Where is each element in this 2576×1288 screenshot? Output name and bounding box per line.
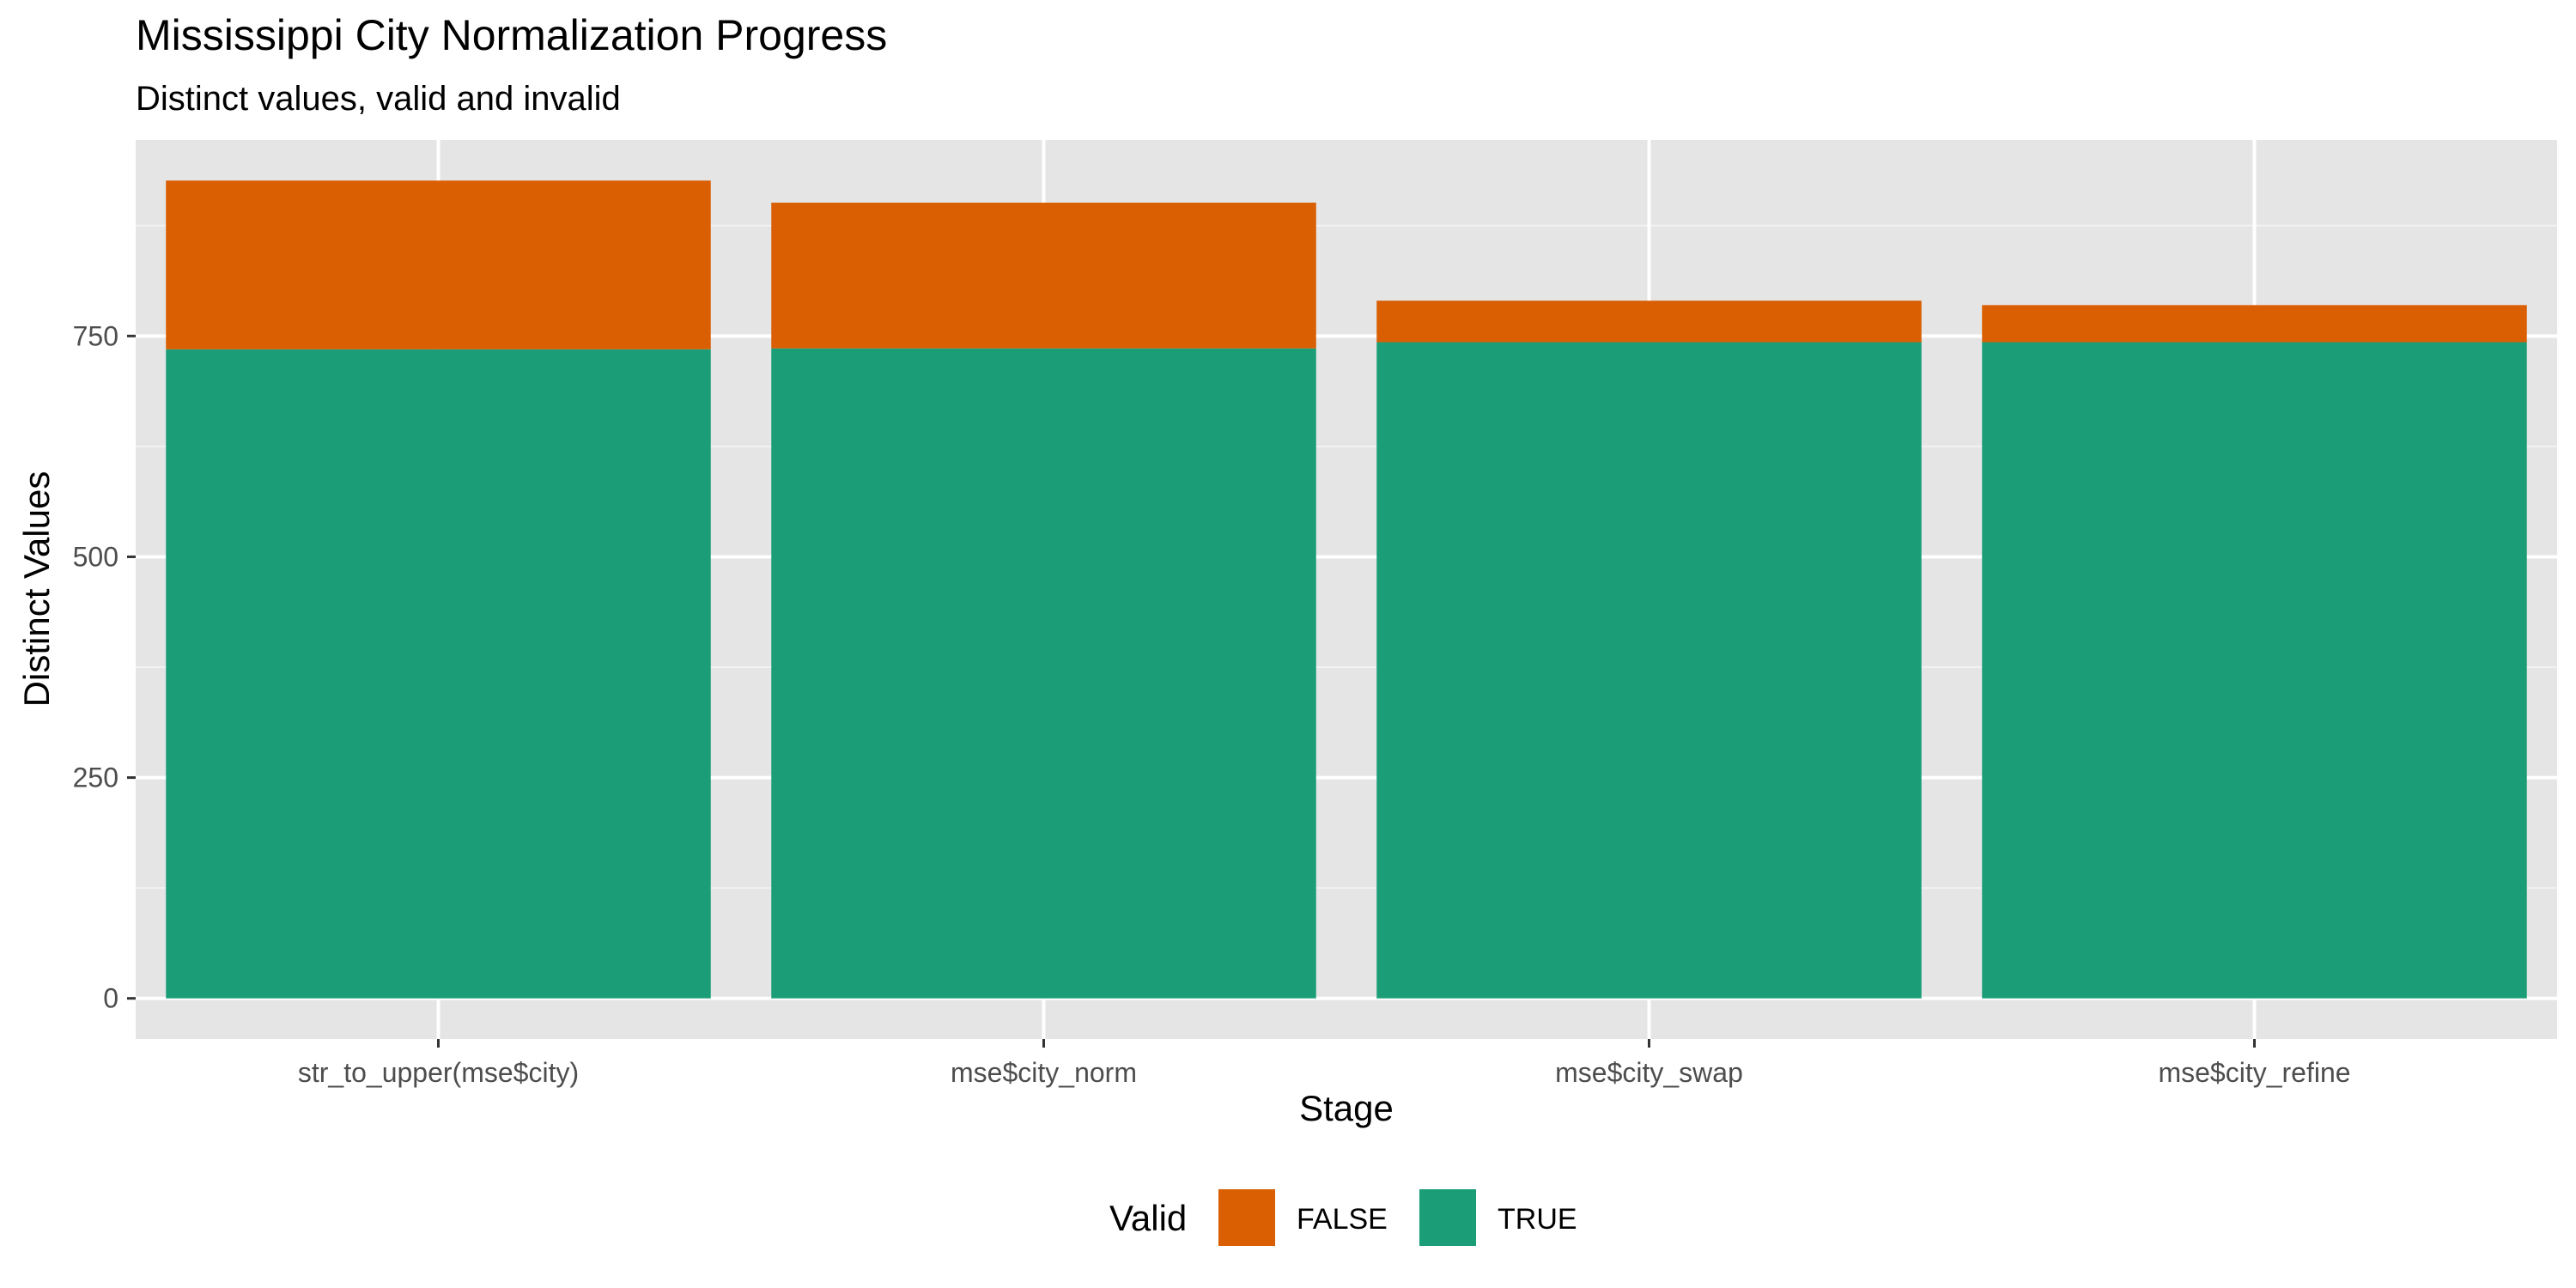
y-tick-label: 250 [73, 762, 118, 793]
x-tick-label: mse$city_refine [2158, 1057, 2350, 1088]
x-tick-label: str_to_upper(mse$city) [298, 1057, 579, 1088]
legend-label-false: FALSE [1297, 1203, 1388, 1236]
chart-subtitle: Distinct values, valid and invalid [136, 80, 621, 118]
bars [166, 180, 2527, 999]
bar-true-2 [771, 348, 1316, 999]
x-tick-label: mse$city_norm [951, 1057, 1137, 1088]
y-axis-title: Distinct Values [16, 471, 57, 708]
bar-true-1 [166, 349, 711, 999]
legend-swatch-false [1218, 1189, 1275, 1246]
legend-title: Valid [1109, 1198, 1187, 1238]
legend-label-true: TRUE [1498, 1203, 1577, 1236]
legend-swatch-true [1419, 1189, 1476, 1246]
bar-false-2 [771, 203, 1316, 349]
bar-false-4 [1982, 305, 2527, 343]
x-axis: str_to_upper(mse$city) mse$city_norm mse$c… [298, 1039, 2351, 1088]
bar-true-4 [1982, 342, 2527, 999]
x-axis-title: Stage [1299, 1088, 1394, 1128]
y-tick-label: 0 [103, 983, 118, 1014]
legend: Valid FALSE TRUE [1109, 1189, 1577, 1246]
y-tick-label: 500 [73, 541, 118, 572]
bar-false-3 [1376, 301, 1922, 343]
y-axis: 0 250 500 750 [73, 320, 136, 1014]
bar-false-1 [166, 180, 711, 349]
chart-title: Mississippi City Normalization Progress [136, 11, 887, 59]
x-tick-label: mse$city_swap [1555, 1057, 1743, 1088]
bar-true-3 [1376, 342, 1922, 999]
y-tick-label: 750 [73, 320, 118, 351]
